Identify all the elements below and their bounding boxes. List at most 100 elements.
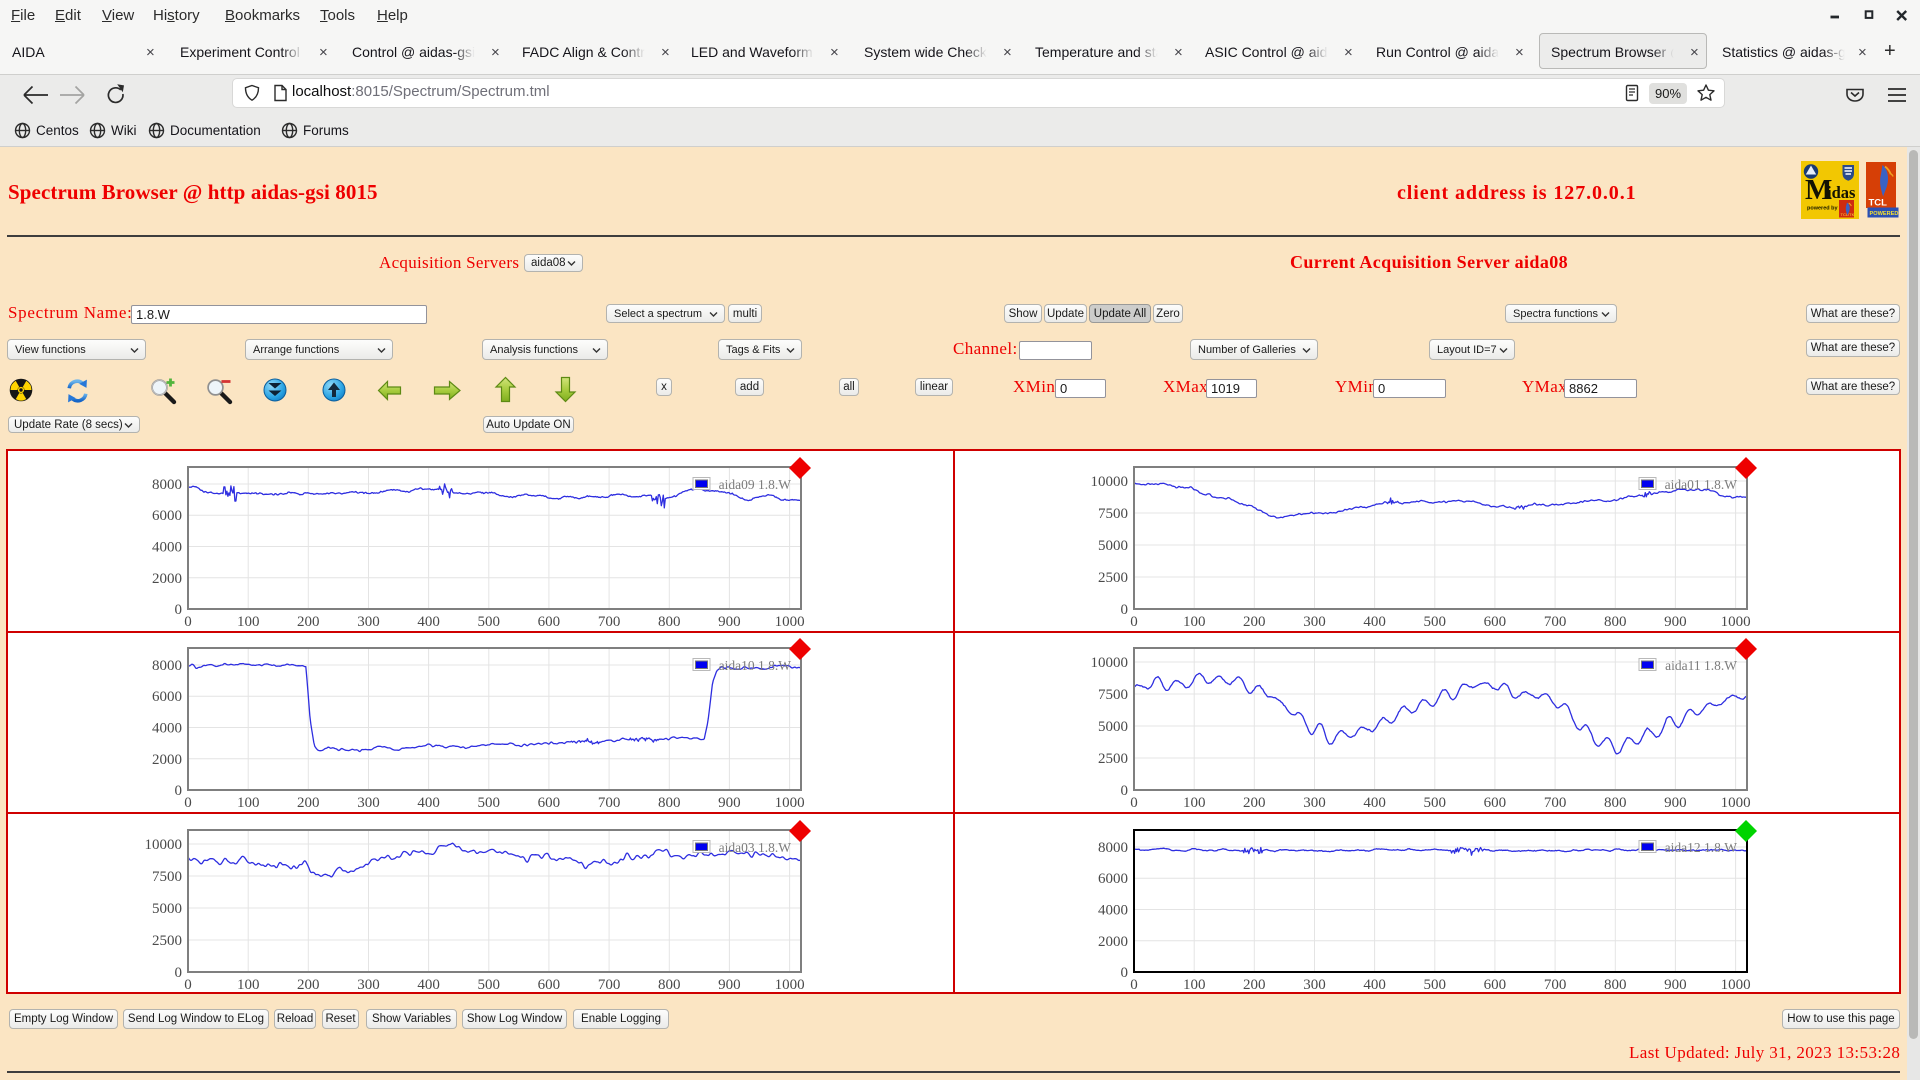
svg-text:500: 500 <box>478 977 501 993</box>
svg-text:5000: 5000 <box>1098 538 1128 554</box>
svg-text:800: 800 <box>658 795 681 811</box>
svg-text:TCL/TK: TCL/TK <box>1841 212 1855 217</box>
svg-text:5000: 5000 <box>152 901 182 917</box>
svg-text:300: 300 <box>357 614 380 630</box>
svg-text:200: 200 <box>1243 614 1266 630</box>
svg-text:800: 800 <box>1604 795 1627 811</box>
svg-text:900: 900 <box>1664 795 1687 811</box>
svg-text:1000: 1000 <box>775 614 805 630</box>
svg-text:4000: 4000 <box>152 540 182 556</box>
svg-text:100: 100 <box>237 977 260 993</box>
svg-text:400: 400 <box>1363 795 1386 811</box>
svg-text:aida01 1.8.W: aida01 1.8.W <box>1665 477 1738 492</box>
svg-text:0: 0 <box>175 783 183 799</box>
svg-text:200: 200 <box>297 795 320 811</box>
svg-text:600: 600 <box>538 795 561 811</box>
svg-text:900: 900 <box>718 795 741 811</box>
svg-text:900: 900 <box>1664 614 1687 630</box>
svg-text:2500: 2500 <box>152 933 182 949</box>
svg-text:aida12 1.8.W: aida12 1.8.W <box>1665 840 1738 855</box>
svg-text:500: 500 <box>1424 614 1447 630</box>
svg-text:10000: 10000 <box>1091 655 1129 671</box>
svg-text:2000: 2000 <box>152 571 182 587</box>
svg-text:900: 900 <box>718 614 741 630</box>
svg-text:100: 100 <box>1183 614 1206 630</box>
svg-text:900: 900 <box>718 977 741 993</box>
svg-text:6000: 6000 <box>1098 871 1128 887</box>
svg-text:300: 300 <box>1303 977 1326 993</box>
svg-text:0: 0 <box>175 602 183 618</box>
svg-text:600: 600 <box>1484 977 1507 993</box>
svg-text:TCL: TCL <box>1869 198 1888 209</box>
svg-text:0: 0 <box>175 965 183 981</box>
svg-text:700: 700 <box>598 614 621 630</box>
svg-text:1000: 1000 <box>775 795 805 811</box>
svg-text:8000: 8000 <box>152 477 182 493</box>
svg-text:aida09 1.8.W: aida09 1.8.W <box>719 477 792 492</box>
svg-text:100: 100 <box>237 795 260 811</box>
svg-text:10000: 10000 <box>145 837 183 853</box>
svg-text:M: M <box>1805 174 1832 206</box>
svg-text:2000: 2000 <box>1098 934 1128 950</box>
svg-text:600: 600 <box>1484 614 1507 630</box>
svg-text:aida03 1.8.W: aida03 1.8.W <box>719 840 792 855</box>
svg-text:600: 600 <box>538 614 561 630</box>
svg-text:700: 700 <box>598 977 621 993</box>
svg-text:4000: 4000 <box>152 721 182 737</box>
svg-text:0: 0 <box>1130 977 1138 993</box>
svg-text:400: 400 <box>417 614 440 630</box>
svg-text:800: 800 <box>658 614 681 630</box>
svg-text:300: 300 <box>357 977 380 993</box>
svg-text:400: 400 <box>417 795 440 811</box>
svg-text:10000: 10000 <box>1091 474 1129 490</box>
svg-text:900: 900 <box>1664 977 1687 993</box>
svg-text:800: 800 <box>658 977 681 993</box>
svg-text:8000: 8000 <box>152 658 182 674</box>
svg-text:300: 300 <box>1303 795 1326 811</box>
svg-text:500: 500 <box>478 614 501 630</box>
svg-text:700: 700 <box>598 795 621 811</box>
svg-text:700: 700 <box>1544 795 1567 811</box>
svg-text:powered by: powered by <box>1807 206 1839 212</box>
svg-text:800: 800 <box>1604 977 1627 993</box>
svg-text:7500: 7500 <box>1098 687 1128 703</box>
svg-text:200: 200 <box>297 977 320 993</box>
svg-text:300: 300 <box>1303 614 1326 630</box>
svg-text:400: 400 <box>1363 977 1386 993</box>
svg-text:4000: 4000 <box>1098 903 1128 919</box>
svg-text:400: 400 <box>417 977 440 993</box>
svg-text:0: 0 <box>1121 602 1129 618</box>
svg-text:700: 700 <box>1544 977 1567 993</box>
svg-text:1000: 1000 <box>1721 614 1751 630</box>
svg-text:2500: 2500 <box>1098 751 1128 767</box>
svg-text:0: 0 <box>1121 965 1129 981</box>
svg-text:0: 0 <box>1130 795 1138 811</box>
svg-text:7500: 7500 <box>1098 506 1128 522</box>
svg-text:1000: 1000 <box>1721 795 1751 811</box>
svg-text:6000: 6000 <box>152 689 182 705</box>
svg-text:300: 300 <box>357 795 380 811</box>
svg-text:6000: 6000 <box>152 508 182 524</box>
svg-text:8000: 8000 <box>1098 840 1128 856</box>
svg-text:1000: 1000 <box>1721 977 1751 993</box>
svg-text:500: 500 <box>1424 795 1447 811</box>
svg-text:1000: 1000 <box>775 977 805 993</box>
svg-text:400: 400 <box>1363 614 1386 630</box>
svg-text:800: 800 <box>1604 614 1627 630</box>
svg-text:200: 200 <box>1243 795 1266 811</box>
svg-text:200: 200 <box>1243 977 1266 993</box>
svg-text:100: 100 <box>1183 795 1206 811</box>
svg-text:0: 0 <box>1121 783 1129 799</box>
svg-text:0: 0 <box>184 977 192 993</box>
svg-text:2500: 2500 <box>1098 570 1128 586</box>
svg-text:700: 700 <box>1544 614 1567 630</box>
svg-text:aida11 1.8.W: aida11 1.8.W <box>1665 658 1737 673</box>
svg-text:5000: 5000 <box>1098 719 1128 735</box>
svg-text:idas: idas <box>1827 183 1856 202</box>
svg-text:0: 0 <box>184 614 192 630</box>
svg-text:0: 0 <box>184 795 192 811</box>
svg-text:600: 600 <box>1484 795 1507 811</box>
svg-text:2000: 2000 <box>152 752 182 768</box>
svg-text:aida10 1.8.W: aida10 1.8.W <box>719 658 792 673</box>
svg-text:0: 0 <box>1130 614 1138 630</box>
